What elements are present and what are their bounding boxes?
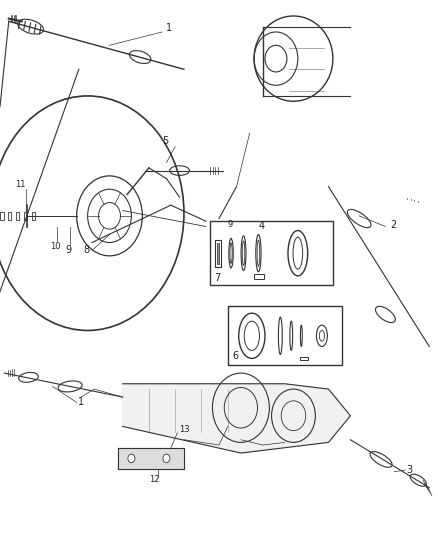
- Polygon shape: [118, 448, 184, 469]
- Text: 6: 6: [232, 351, 238, 361]
- Text: 1: 1: [78, 397, 84, 407]
- Circle shape: [128, 454, 135, 463]
- Text: 2: 2: [390, 220, 396, 230]
- Text: 4: 4: [258, 221, 265, 231]
- Text: 12: 12: [149, 475, 159, 484]
- Bar: [228, 306, 342, 365]
- Text: 8: 8: [83, 245, 89, 255]
- Text: 9: 9: [66, 245, 72, 255]
- Bar: [24, 212, 27, 220]
- Text: 9: 9: [228, 220, 233, 229]
- Bar: [32, 212, 35, 220]
- Text: 10: 10: [50, 242, 61, 251]
- Text: 5: 5: [162, 136, 168, 146]
- Text: 11: 11: [15, 180, 26, 189]
- Text: 1: 1: [166, 23, 173, 33]
- Bar: [0, 212, 4, 220]
- Bar: [16, 212, 19, 220]
- Bar: [217, 243, 219, 264]
- Polygon shape: [123, 384, 350, 453]
- Bar: [215, 240, 221, 266]
- Text: 7: 7: [215, 273, 221, 283]
- Bar: [8, 212, 11, 220]
- Text: 13: 13: [179, 425, 189, 434]
- Bar: [300, 357, 308, 360]
- Text: 3: 3: [406, 465, 413, 475]
- Circle shape: [163, 454, 170, 463]
- Bar: [210, 221, 333, 285]
- Bar: [254, 274, 264, 279]
